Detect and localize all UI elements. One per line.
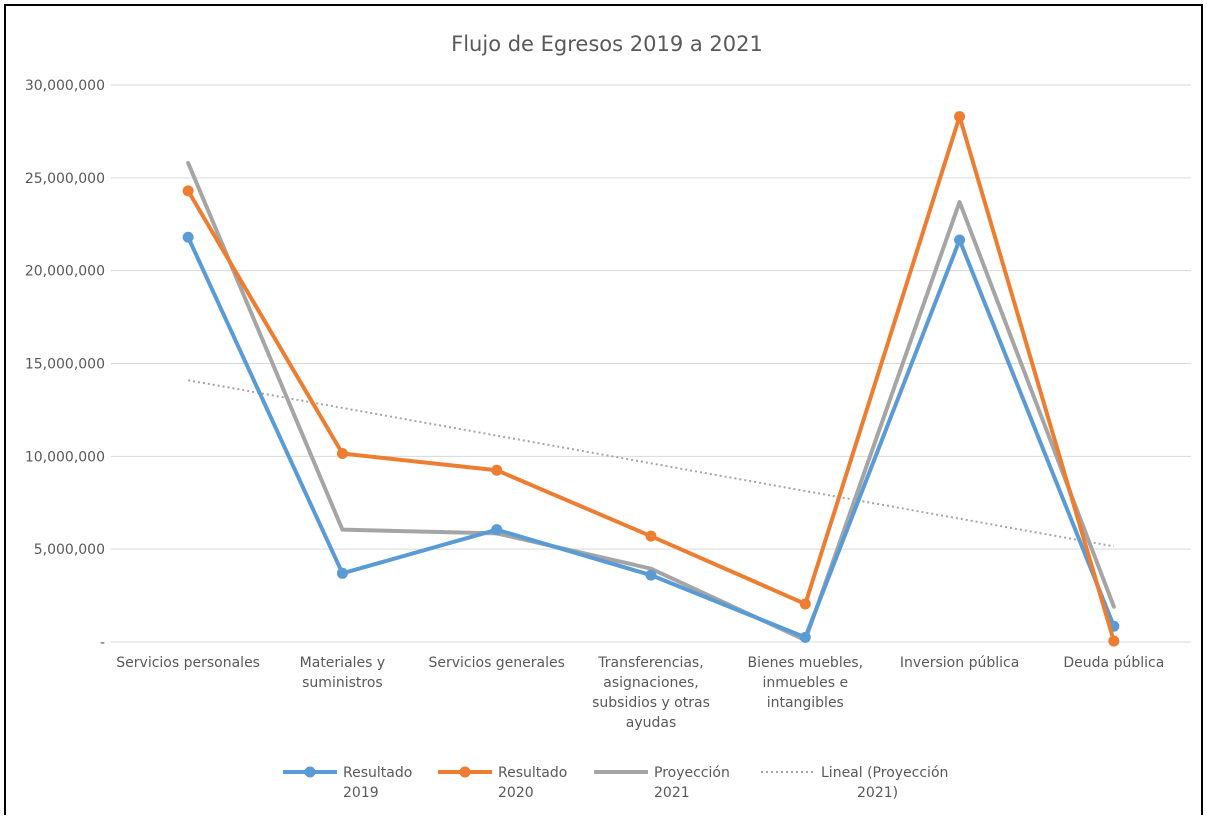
x-tick-label: Transferencias, asignaciones, subsidios y … xyxy=(592,655,710,731)
series-line xyxy=(186,160,1116,643)
legend-label: Resultado 2019 xyxy=(343,765,412,801)
chart-frame: Flujo de Egresos 2019 a 2021 - 5,000,000 1… xyxy=(4,4,1203,815)
x-tick-label: Materiales y suministros xyxy=(300,655,386,691)
y-tick-label: 20,000,000 xyxy=(25,264,105,280)
legend-label: Resultado 2020 xyxy=(498,765,567,801)
data-point xyxy=(182,231,194,243)
legend-label: Lineal (Proyección 2021) xyxy=(821,765,948,801)
y-tick-label: - xyxy=(100,635,105,651)
legend-marker xyxy=(304,766,316,778)
data-point xyxy=(336,448,348,460)
legend-marker xyxy=(459,766,471,778)
y-axis-ticks: - 5,000,000 10,000,000 15,000,000 20,000,000… xyxy=(25,78,105,651)
series-lines xyxy=(182,111,1120,647)
x-tick-label: Servicios personales xyxy=(116,655,260,671)
x-tick-label: Deuda pública xyxy=(1063,655,1164,671)
data-point xyxy=(954,111,966,123)
data-point xyxy=(645,569,657,581)
data-point xyxy=(491,464,503,476)
y-tick-label: 25,000,000 xyxy=(25,171,105,187)
y-tick-label: 30,000,000 xyxy=(25,78,105,94)
series-line xyxy=(186,114,1116,644)
data-point xyxy=(1108,635,1120,647)
x-tick-label: Inversion pública xyxy=(900,655,1019,671)
data-point xyxy=(336,567,348,579)
y-tick-label: 15,000,000 xyxy=(25,357,105,373)
data-point xyxy=(799,598,811,610)
data-point xyxy=(182,185,194,197)
x-tick-label: Servicios generales xyxy=(428,655,564,671)
trendline-lineal-proyeccion-2021 xyxy=(187,379,1115,548)
trendline xyxy=(187,379,1115,548)
x-axis-ticks: Servicios personales Materiales y suminist… xyxy=(116,655,1164,731)
data-point xyxy=(799,631,811,643)
data-point xyxy=(954,234,966,246)
line-chart: Flujo de Egresos 2019 a 2021 - 5,000,000 1… xyxy=(25,32,1191,801)
y-tick-label: 5,000,000 xyxy=(34,542,105,558)
data-point xyxy=(645,530,657,542)
y-tick-label: 10,000,000 xyxy=(25,449,105,465)
data-point xyxy=(491,524,503,536)
legend: Resultado 2019 Resultado 2020 Proyección 2021… xyxy=(283,765,948,801)
legend-label: Proyección 2021 xyxy=(654,765,730,801)
x-tick-label: Bienes muebles, inmuebles e intangibles xyxy=(747,655,863,711)
chart-title: Flujo de Egresos 2019 a 2021 xyxy=(451,32,763,56)
